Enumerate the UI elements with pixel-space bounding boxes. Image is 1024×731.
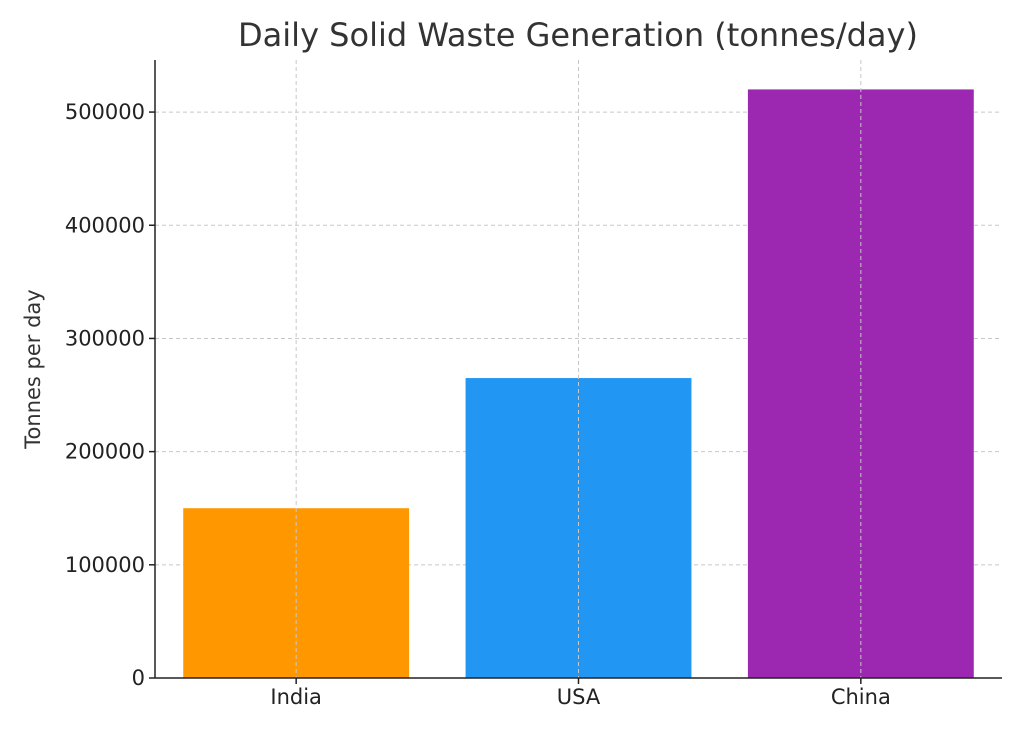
axis-layer [149,60,1002,684]
y-tick-label: 100000 [65,553,145,577]
y-tick-label: 400000 [65,213,145,237]
y-axis-label: Tonnes per day [21,289,45,449]
x-tick-label: China [831,685,891,709]
y-tick-label: 200000 [65,440,145,464]
y-tick-label: 300000 [65,326,145,350]
x-tick-label: USA [557,685,601,709]
bar-usa [465,378,692,678]
y-tick-label: 0 [132,666,145,690]
label-layer: 0 100000 200000 300000 400000 500000 India USA C… [65,100,891,709]
vertical-grid-layer [295,60,862,678]
x-tick-label: India [270,685,322,709]
chart-title: Daily Solid Waste Generation (tonnes/day… [238,16,918,54]
y-tick-label: 500000 [65,100,145,124]
